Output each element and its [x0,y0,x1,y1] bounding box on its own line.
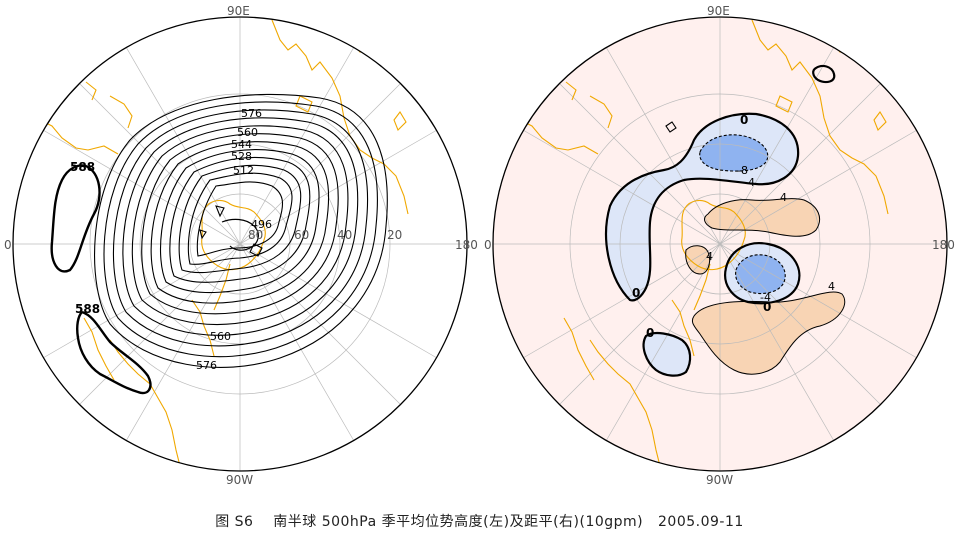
contour-label-560-top: 560 [237,126,258,139]
right-map: 0 -8 -4 4 4 -4 0 4 0 0 90E 0 180 90W [484,4,955,487]
positive-anomaly-region-small [685,245,710,274]
left-map-contours [94,93,388,368]
contour-label-544: 544 [231,138,252,151]
left-map-graticule [13,17,467,471]
lon-label-180-right: 180 [932,238,955,252]
anomaly-label-0-top: 0 [740,113,748,127]
right-map-graticule [493,17,947,471]
right-map-coastlines [519,19,889,467]
right-map-shading [606,113,845,376]
positive-anomaly-region-center [704,198,820,237]
lon-label-90w-right: 90W [706,473,733,487]
ring-label-80: 80 [248,228,263,242]
ring-label-20: 20 [387,228,402,242]
figure-caption: 图 S6 南半球 500hPa 季平均位势高度(左)及距平(右)(10gpm) … [215,514,744,530]
left-longitude-labels: 90E 0 180 90W [4,4,478,487]
lon-label-90w: 90W [226,473,253,487]
contour-label-588-lower: 588 [75,302,100,316]
contour-label-560-bottom: 560 [210,330,231,343]
anomaly-label-minus4-top: -4 [744,176,755,189]
contour-label-588-upper: 588 [70,160,95,174]
contour-label-528: 528 [231,150,252,163]
right-map-contours [604,64,846,377]
ring-label-40: 40 [337,228,352,242]
right-contour-labels: 0 -8 -4 4 4 -4 0 4 0 0 [632,113,835,340]
contour-label-512: 512 [233,164,254,177]
lon-label-180: 180 [455,238,478,252]
left-contour-labels: 576 560 544 528 512 496 588 588 560 576 [70,107,272,372]
anomaly-label-4-south: 4 [828,280,835,293]
left-map-588-contours [50,164,152,395]
anomaly-label-4-small: 4 [706,250,713,263]
positive-anomaly-region-south [692,291,845,375]
ring-label-60: 60 [294,228,309,242]
contour-label-576-top: 576 [241,107,262,120]
right-longitude-labels: 90E 0 180 90W [484,4,955,487]
lon-label-0-right: 0 [484,238,492,252]
contour-label-576-bottom: 576 [196,359,217,372]
anomaly-label-0-bottom: 0 [763,300,771,314]
anomaly-label-minus8: -8 [737,164,748,177]
negative-anomaly-region-small [643,333,691,376]
anomaly-label-0-west: 0 [632,286,640,300]
lon-label-90e: 90E [227,4,250,18]
contour-label-496: 496 [251,218,272,231]
anomaly-label-0-small: 0 [646,326,654,340]
left-ring-labels: 80 60 40 20 [248,228,402,242]
lon-label-0: 0 [4,238,12,252]
anomaly-label-4-center: 4 [780,191,787,204]
negative-core-south [735,254,786,294]
anomaly-label-minus4-bottom: -4 [760,291,771,304]
lon-label-90e-right: 90E [707,4,730,18]
left-map: 576 560 544 528 512 496 588 588 560 576 … [4,4,478,487]
